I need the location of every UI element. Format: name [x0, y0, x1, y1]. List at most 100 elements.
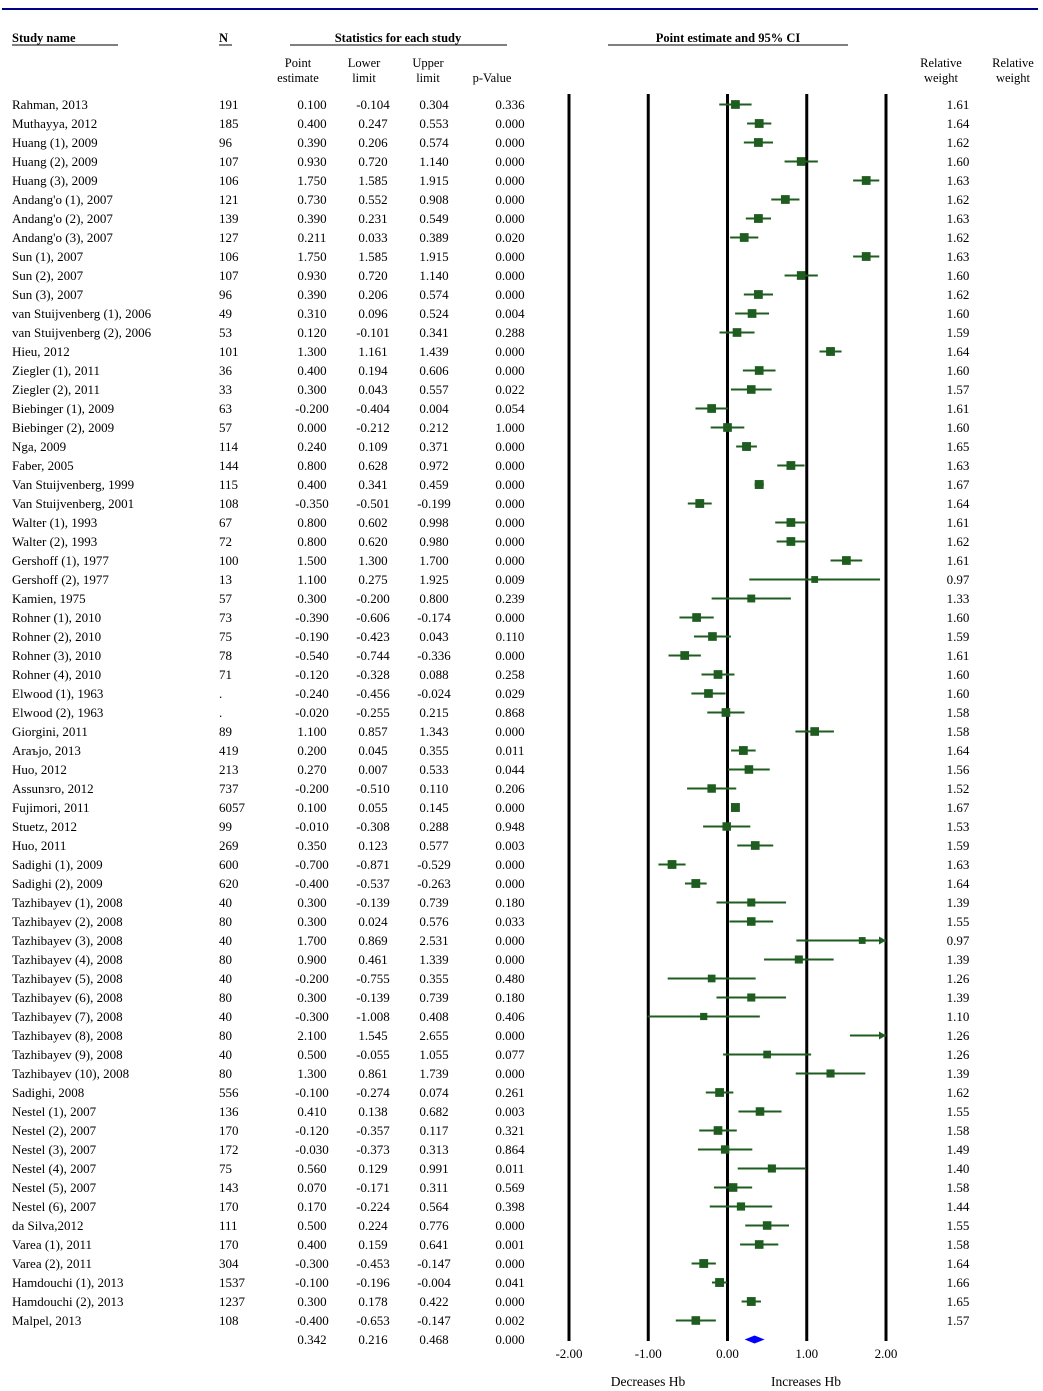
study-n: 96 [219, 135, 233, 150]
p-value: 0.948 [495, 819, 524, 834]
relative-weight-value: 1.53 [947, 819, 970, 834]
study-name: Kamien, 1975 [12, 591, 86, 606]
point-estimate-value: 0.120 [297, 325, 326, 340]
p-value: 0.000 [495, 553, 524, 568]
point-estimate-value: 1.700 [297, 933, 326, 948]
study-name: Tazhibayev (1), 2008 [12, 895, 123, 910]
point-estimate-marker [715, 1278, 725, 1287]
point-estimate-value: 0.300 [297, 990, 326, 1005]
relative-weight-value: 1.64 [947, 344, 970, 359]
table-row: Tazhibayev (5), 2008 40 -0.200 -0.755 0.355 0… [12, 971, 970, 986]
upper-limit-value: 0.043 [419, 629, 448, 644]
p-value: 0.000 [495, 1256, 524, 1271]
upper-limit-value: 0.800 [419, 591, 448, 606]
table-row: van Stuijvenberg (2), 2006 53 0.120 -0.101 0… [12, 325, 969, 340]
study-n: 136 [219, 1104, 239, 1119]
study-name: Faber, 2005 [12, 458, 74, 473]
study-n: 13 [219, 572, 232, 587]
relative-weight-value: 1.58 [947, 705, 970, 720]
point-estimate-marker [699, 1259, 709, 1268]
table-row: Biebinger (1), 2009 63 -0.200 -0.404 0.004 0.… [12, 401, 969, 416]
upper-limit-value: 0.110 [420, 781, 449, 796]
upper-limit-value: 0.980 [419, 534, 448, 549]
x-tick-label: 1.00 [795, 1346, 818, 1361]
point-estimate-value: 0.200 [297, 743, 326, 758]
relative-weight-value: 1.63 [947, 173, 970, 188]
point-estimate-value: 1.100 [297, 572, 326, 587]
point-estimate-marker [747, 917, 756, 926]
p-value: 0.033 [495, 914, 524, 929]
lower-limit-value: -0.653 [356, 1313, 390, 1328]
point-estimate-marker [767, 1164, 776, 1173]
table-row: Tazhibayev (4), 2008 80 0.900 0.461 1.339 0.0… [12, 952, 969, 967]
study-n: 1237 [219, 1294, 246, 1309]
point-estimate-value: 0.000 [297, 420, 326, 435]
point-estimate-marker [738, 746, 748, 755]
table-row: Gershoff (1), 1977 100 1.500 1.300 1.700 0.00… [12, 553, 969, 568]
relative-weight-value: 1.58 [947, 1237, 970, 1252]
table-row: Andang'o (3), 2007 127 0.211 0.033 0.389 0.02… [12, 230, 969, 245]
header-upper-limit-2: limit [416, 71, 440, 85]
lower-limit-value: -0.328 [356, 667, 390, 682]
relative-weight-value: 1.60 [947, 268, 970, 283]
p-value: 0.000 [495, 933, 524, 948]
table-row: Nestel (6), 2007 170 0.170 -0.224 0.564 0.398… [12, 1199, 970, 1214]
summary-row: 0.342 0.216 0.468 0.000 [297, 1332, 524, 1347]
relative-weight-value: 1.63 [947, 857, 970, 872]
relative-weight-value: 1.55 [947, 914, 970, 929]
axis-label-increases: Increases Hb [771, 1374, 841, 1389]
table-row: Huang (3), 2009 106 1.750 1.585 1.915 0.000 1.… [12, 173, 969, 188]
p-value: 0.864 [495, 1142, 525, 1157]
study-n: 127 [219, 230, 239, 245]
upper-limit-value: 0.991 [419, 1161, 448, 1176]
study-name: Nestel (2), 2007 [12, 1123, 97, 1138]
study-name: Tazhibayev (10), 2008 [12, 1066, 129, 1081]
lower-limit-value: 1.585 [358, 249, 387, 264]
study-n: 99 [219, 819, 232, 834]
study-name: Hieu, 2012 [12, 344, 70, 359]
lower-limit-value: 0.224 [358, 1218, 388, 1233]
point-estimate-value: -0.030 [295, 1142, 329, 1157]
upper-limit-value: 0.641 [419, 1237, 448, 1252]
summary-p-value: 0.000 [495, 1332, 524, 1347]
study-name: Varea (2), 2011 [12, 1256, 92, 1271]
p-value: 0.000 [495, 648, 524, 663]
table-row: Andang'o (1), 2007 121 0.730 0.552 0.908 0.00… [12, 192, 969, 207]
point-estimate-value: 0.390 [297, 135, 326, 150]
upper-limit-value: 1.439 [419, 344, 448, 359]
point-estimate-marker [691, 879, 701, 888]
point-estimate-marker [707, 404, 717, 413]
p-value: 0.001 [495, 1237, 524, 1252]
lower-limit-value: -0.104 [356, 97, 390, 112]
relative-weight-value: 1.60 [947, 363, 970, 378]
p-value: 0.000 [495, 211, 524, 226]
point-estimate-marker [750, 841, 760, 850]
p-value: 0.000 [495, 1028, 524, 1043]
point-estimate-marker [715, 1088, 724, 1097]
lower-limit-value: -0.755 [356, 971, 390, 986]
lower-limit-value: -0.101 [356, 325, 390, 340]
study-name: Tazhibayev (3), 2008 [12, 933, 123, 948]
lower-limit-value: 0.138 [358, 1104, 387, 1119]
p-value: 0.000 [495, 534, 524, 549]
axis-label-decreases: Decreases Hb [611, 1374, 686, 1389]
table-row: Tazhibayev (6), 2008 80 0.300 -0.139 0.739 0.… [12, 990, 969, 1005]
point-estimate-marker [713, 1126, 723, 1135]
ci-arrow [879, 936, 886, 945]
lower-limit-value: 0.109 [358, 439, 387, 454]
table-row: Tazhibayev (1), 2008 40 0.300 -0.139 0.739 0.… [12, 895, 969, 910]
point-estimate-value: 0.730 [297, 192, 326, 207]
upper-limit-value: 1.055 [419, 1047, 448, 1062]
table-row: Tazhibayev (10), 2008 80 1.300 0.861 1.739 0.… [12, 1066, 969, 1081]
study-n: 108 [219, 496, 239, 511]
study-n: 89 [219, 724, 232, 739]
p-value: 0.180 [495, 990, 524, 1005]
upper-limit-value: 0.145 [419, 800, 448, 815]
relative-weight-value: 1.10 [947, 1009, 970, 1024]
upper-limit-value: -0.147 [417, 1256, 451, 1271]
ci-arrow [879, 1031, 886, 1040]
point-estimate-marker [692, 613, 701, 622]
relative-weight-value: 1.55 [947, 1218, 970, 1233]
lower-limit-value: 0.159 [358, 1237, 387, 1252]
table-row: Tazhibayev (9), 2008 40 0.500 -0.055 1.055 0.… [12, 1047, 970, 1062]
